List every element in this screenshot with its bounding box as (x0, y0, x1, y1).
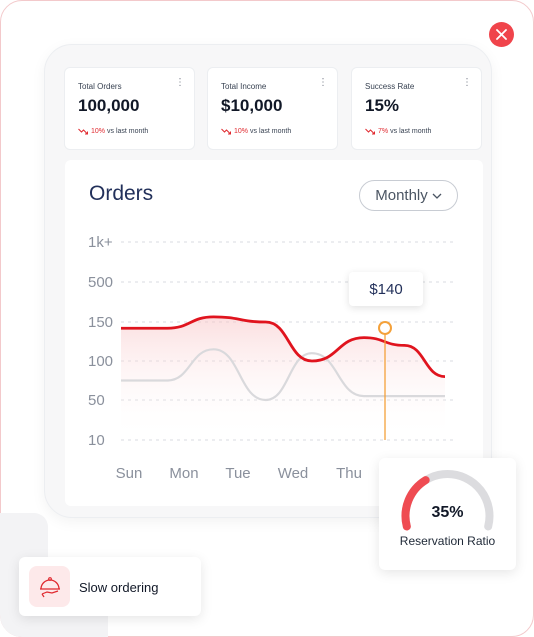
more-options-icon[interactable]: ⋯ (461, 77, 472, 86)
reservation-gauge (401, 470, 494, 531)
stat-change-text: vs last month (107, 128, 149, 135)
highlight-point (378, 321, 392, 335)
chart-tooltip: $140 (349, 272, 423, 306)
period-value: Monthly (375, 187, 428, 204)
y-tick-label: 50 (88, 392, 105, 409)
stat-value: 100,000 (78, 96, 140, 115)
y-tick-label: 500 (88, 274, 113, 291)
serving-dish-icon (29, 566, 70, 607)
stat-change-text: vs last month (390, 128, 432, 135)
trend-down-icon (78, 128, 88, 135)
stat-change-pct: 10% (91, 128, 106, 135)
trend-down-icon (221, 128, 231, 135)
x-tick-label: Sun (116, 465, 143, 482)
stat-value: $10,000 (221, 96, 283, 115)
y-tick-label: 150 (88, 314, 113, 331)
stat-change-pct: 7% (378, 128, 389, 135)
y-tick-label: 1k+ (88, 234, 113, 251)
stat-card-success-rate: Success Rate 15% 7% vs last month ⋯ (351, 67, 482, 150)
slow-ordering-card[interactable]: Slow ordering (19, 557, 201, 616)
reservation-ratio-value: 35% (431, 504, 464, 521)
decorative-block-2 (38, 613, 108, 637)
reservation-ratio-card: 35% Reservation Ratio (379, 458, 516, 570)
stat-label: Total Income (221, 82, 267, 91)
gauge-fill (401, 476, 430, 531)
period-dropdown[interactable]: Monthly (359, 180, 458, 211)
y-tick-label: 100 (88, 353, 113, 370)
stat-change-text: vs last month (250, 128, 292, 135)
stat-card-total-income: Total Income $10,000 10% vs last month ⋯ (207, 67, 338, 150)
y-tick-label: 10 (88, 432, 105, 449)
trend-down-icon (365, 128, 375, 135)
chevron-down-icon (432, 193, 442, 199)
more-options-icon[interactable]: ⋯ (174, 77, 185, 86)
stat-change-pct: 10% (234, 128, 249, 135)
chart-title: Orders (89, 182, 154, 205)
stat-change: 10% vs last month (221, 128, 291, 135)
series-line-comparison (121, 348, 445, 402)
x-tick-label: Mon (169, 465, 198, 482)
stat-change: 7% vs last month (365, 128, 431, 135)
stat-card-total-orders: Total Orders 100,000 10% vs last month ⋯ (64, 67, 195, 150)
reservation-ratio-label: Reservation Ratio (399, 534, 496, 548)
close-button[interactable] (489, 22, 514, 47)
slow-ordering-label: Slow ordering (79, 580, 159, 595)
x-tick-label: Wed (278, 465, 309, 482)
series-line-orders (120, 315, 446, 378)
more-options-icon[interactable]: ⋯ (317, 77, 328, 86)
stat-value: 15% (365, 96, 400, 115)
x-tick-label: Tue (225, 465, 250, 482)
stat-label: Success Rate (365, 82, 415, 91)
series-area (121, 316, 445, 440)
stat-change: 10% vs last month (78, 128, 148, 135)
stat-label: Total Orders (78, 82, 122, 91)
x-tick-label: Thu (336, 465, 362, 482)
close-icon (496, 29, 507, 40)
